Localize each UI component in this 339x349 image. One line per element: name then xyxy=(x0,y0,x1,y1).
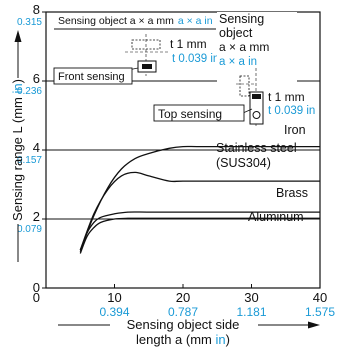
svg-text:Sensing range L (mm in): Sensing range L (mm in) xyxy=(10,79,25,221)
front-thickness-in: t 0.039 in xyxy=(172,53,219,65)
y-axis-label-close: ) xyxy=(10,79,25,83)
y-tick-label-0: 0 xyxy=(33,280,40,295)
front-object-in: a × a in xyxy=(178,15,213,27)
y-tick-labels: 0 20.079 40.157 60.236 80.315 xyxy=(17,2,46,295)
x-axis-label-line2: length a (mm in) xyxy=(136,332,230,347)
y-tick-label-8: 8 xyxy=(33,2,40,17)
x-tick-labels: 0 100.394 200.787 301.181 401.575 xyxy=(33,284,335,319)
series-line-iron xyxy=(79,145,320,251)
series-line-aluminum xyxy=(79,217,320,254)
top-object-line1: Sensing xyxy=(219,12,264,26)
x-tick-inch-40: 1.575 xyxy=(305,305,335,319)
y-tick-inch-8: 0.315 xyxy=(17,17,42,28)
x-tick-label-20: 20 xyxy=(176,290,190,305)
y-tick-label-6: 6 xyxy=(33,71,40,86)
x-tick-inch-20: 0.787 xyxy=(168,305,198,319)
top-thickness-mm: t 1 mm xyxy=(268,90,305,104)
x-tick-label-10: 10 xyxy=(107,290,121,305)
series-line-stainless-steel-sus304 xyxy=(79,171,320,251)
x-tick-label-0: 0 xyxy=(33,290,40,305)
series-label-stainless-line1: Stainless steel xyxy=(216,141,297,155)
front-thickness-mm: t 1 mm xyxy=(170,37,207,51)
series-label-brass: Brass xyxy=(276,186,308,200)
top-object-in: a × a in xyxy=(219,56,257,68)
data-series xyxy=(79,145,320,254)
x-tick-label-40: 40 xyxy=(313,290,327,305)
series-line-brass xyxy=(79,211,320,253)
front-object-mm: Sensing object a × a mm xyxy=(58,15,174,27)
top-sensing-object-icon xyxy=(239,75,250,97)
top-object-line3: a × a mm xyxy=(219,40,269,54)
y-tick-inch-2: 0.079 xyxy=(17,224,42,235)
y-axis-arrow xyxy=(14,30,22,42)
x-tick-inch-30: 1.181 xyxy=(236,305,266,319)
series-label-iron: Iron xyxy=(284,123,306,137)
top-thickness-in: t 0.039 in xyxy=(268,105,315,117)
y-tick-label-2: 2 xyxy=(33,209,40,224)
x-tick-inch-10: 0.394 xyxy=(99,305,129,319)
top-sensing-annotation: Sensing object a × a mm a × a in t 1 mm … xyxy=(153,12,315,128)
y-tick-inch-6: 0.236 xyxy=(17,86,42,97)
front-sensing-label: Front sensing xyxy=(58,71,125,83)
x-tick-label-30: 30 xyxy=(244,290,258,305)
front-object-size-label: Sensing object a × a mm a × a in xyxy=(58,15,213,27)
series-label-stainless-line2: (SUS304) xyxy=(216,156,271,170)
x-axis-arrow xyxy=(308,321,320,329)
y-axis-label: Sensing range L (mm in) xyxy=(10,79,25,221)
y-tick-label-4: 4 xyxy=(33,140,40,155)
x-axis-label-close: ) xyxy=(226,332,230,347)
top-object-line2: object xyxy=(219,26,253,40)
x-axis-label-line2-text: length a (mm xyxy=(136,332,215,347)
top-sensing-label: Top sensing xyxy=(158,107,222,121)
x-axis-label-unit: in xyxy=(216,332,226,347)
series-labels: Iron Stainless steel (SUS304) Brass Alum… xyxy=(216,123,308,224)
front-sensing-annotation: Sensing object a × a mm a × a in t 1 mm t… xyxy=(53,15,219,85)
x-axis-label-line1: Sensing object side xyxy=(127,317,240,332)
y-axis-label-text: Sensing range L (mm xyxy=(10,94,25,221)
series-label-aluminum: Aluminum xyxy=(248,210,304,224)
y-axis-label-unit: in xyxy=(10,83,25,93)
y-tick-inch-4: 0.157 xyxy=(17,155,42,166)
